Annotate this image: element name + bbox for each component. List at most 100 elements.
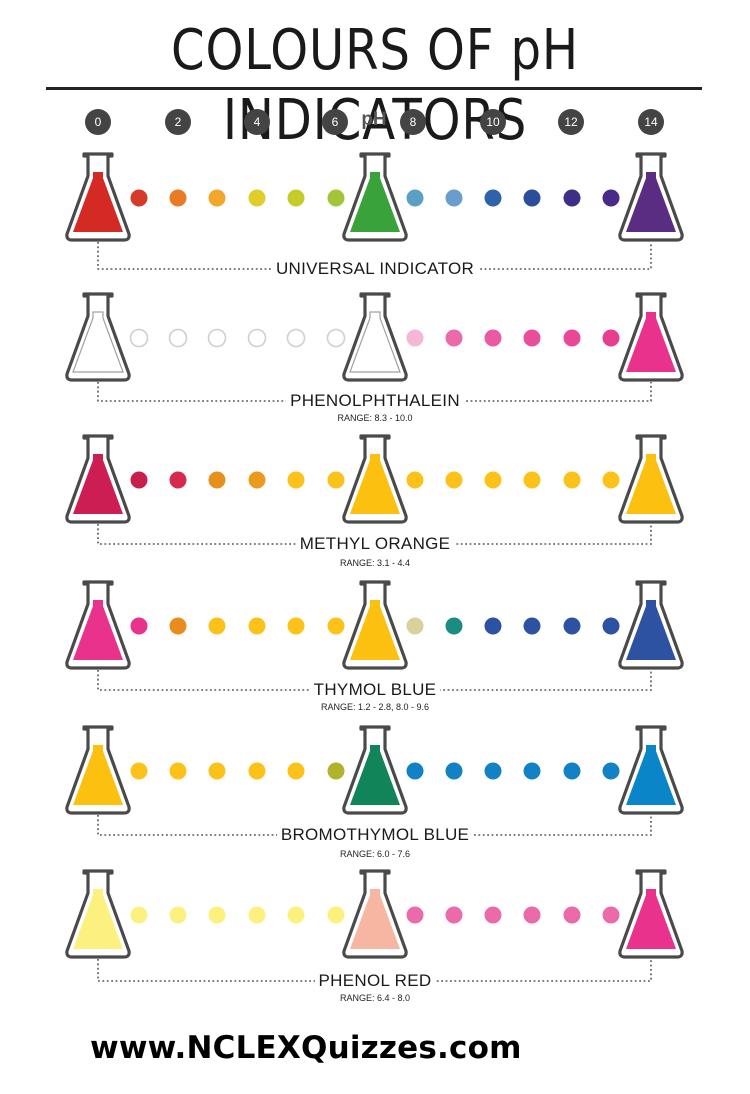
color-dot-thymol-blue-10 — [523, 617, 541, 635]
color-dot-universal-indicator-1 — [130, 189, 148, 207]
color-dot-thymol-blue-4 — [248, 617, 266, 635]
color-dot-methyl-orange-4 — [248, 471, 266, 489]
indicator-range-phenolphthalein: RANGE: 8.3 - 10.0 — [337, 413, 413, 423]
color-dot-phenolphthalein-10 — [523, 329, 541, 347]
color-dot-bromothymol-blue-3 — [208, 762, 226, 780]
color-dot-phenol-red-8 — [445, 906, 463, 924]
ph-tick-4: 4 — [244, 109, 270, 135]
color-dot-bromothymol-blue-8 — [445, 762, 463, 780]
flask-base-phenol-red — [618, 869, 684, 959]
color-dot-universal-indicator-4 — [248, 189, 266, 207]
color-dot-bromothymol-blue-5 — [287, 762, 305, 780]
flask-acid-methyl-orange — [65, 434, 131, 524]
color-dot-methyl-orange-5 — [287, 471, 305, 489]
color-dot-bromothymol-blue-4 — [248, 762, 266, 780]
color-dot-methyl-orange-3 — [208, 471, 226, 489]
footer-website: www.NCLEXQuizzes.com — [90, 1030, 522, 1066]
color-dot-bromothymol-blue-6 — [327, 762, 345, 780]
color-dot-universal-indicator-2 — [169, 189, 187, 207]
ph-tick-2: 2 — [165, 109, 191, 135]
color-dot-universal-indicator-10 — [523, 189, 541, 207]
indicator-name-phenol-red: PHENOL RED — [175, 971, 575, 991]
color-dot-thymol-blue-11 — [563, 617, 581, 635]
indicator-range-phenol-red: RANGE: 6.4 - 8.0 — [339, 993, 411, 1003]
indicator-range-methyl-orange: RANGE: 3.1 - 4.4 — [339, 558, 411, 568]
flask-acid-thymol-blue — [65, 580, 131, 670]
color-dot-methyl-orange-8 — [445, 471, 463, 489]
color-dot-phenolphthalein-1 — [129, 328, 149, 348]
color-dot-phenolphthalein-3 — [207, 328, 227, 348]
flask-neutral-universal-indicator — [342, 152, 408, 242]
indicator-range-thymol-blue: RANGE: 1.2 - 2.8, 8.0 - 9.6 — [320, 702, 430, 712]
ph-tick-0: 0 — [85, 109, 111, 135]
color-dot-thymol-blue-8 — [445, 617, 463, 635]
color-dot-methyl-orange-7 — [406, 471, 424, 489]
color-dot-universal-indicator-12 — [602, 189, 620, 207]
color-dot-thymol-blue-9 — [484, 617, 502, 635]
color-dot-thymol-blue-1 — [130, 617, 148, 635]
color-dot-bromothymol-blue-9 — [484, 762, 502, 780]
flask-neutral-bromothymol-blue — [342, 725, 408, 815]
flask-acid-phenolphthalein — [65, 292, 131, 382]
color-dot-methyl-orange-1 — [130, 471, 148, 489]
color-dot-universal-indicator-7 — [406, 189, 424, 207]
color-dot-phenolphthalein-7 — [406, 329, 424, 347]
color-dot-bromothymol-blue-10 — [523, 762, 541, 780]
flask-base-phenolphthalein — [618, 292, 684, 382]
flask-acid-phenol-red — [65, 869, 131, 959]
color-dot-universal-indicator-3 — [208, 189, 226, 207]
indicator-name-universal: UNIVERSAL INDICATOR — [175, 259, 575, 279]
color-dot-bromothymol-blue-2 — [169, 762, 187, 780]
color-dot-phenol-red-11 — [563, 906, 581, 924]
color-dot-methyl-orange-10 — [523, 471, 541, 489]
indicator-name-thymol-blue: THYMOL BLUE — [175, 680, 575, 700]
connector-universal-indicator — [97, 242, 652, 270]
color-dot-methyl-orange-2 — [169, 471, 187, 489]
color-dot-phenol-red-10 — [523, 906, 541, 924]
color-dot-bromothymol-blue-7 — [406, 762, 424, 780]
color-dot-phenol-red-3 — [208, 906, 226, 924]
color-dot-phenolphthalein-8 — [445, 329, 463, 347]
color-dot-bromothymol-blue-1 — [130, 762, 148, 780]
color-dot-phenolphthalein-2 — [168, 328, 188, 348]
color-dot-universal-indicator-9 — [484, 189, 502, 207]
ph-label: pH — [361, 109, 387, 130]
color-dot-thymol-blue-3 — [208, 617, 226, 635]
color-dot-methyl-orange-12 — [602, 471, 620, 489]
color-dot-phenol-red-5 — [287, 906, 305, 924]
color-dot-thymol-blue-5 — [287, 617, 305, 635]
page-title: COLOURS OF pH INDICATORS — [170, 18, 580, 153]
color-dot-phenolphthalein-12 — [602, 329, 620, 347]
color-dot-thymol-blue-12 — [602, 617, 620, 635]
indicator-range-bromothymol-blue: RANGE: 6.0 - 7.6 — [339, 849, 411, 859]
color-dot-phenolphthalein-4 — [247, 328, 267, 348]
flask-neutral-phenol-red — [342, 869, 408, 959]
indicator-name-methyl-orange: METHYL ORANGE — [175, 534, 575, 554]
flask-acid-universal-indicator — [65, 152, 131, 242]
color-dot-phenol-red-6 — [327, 906, 345, 924]
color-dot-phenolphthalein-9 — [484, 329, 502, 347]
color-dot-bromothymol-blue-11 — [563, 762, 581, 780]
title-rule — [46, 87, 702, 90]
color-dot-universal-indicator-5 — [287, 189, 305, 207]
color-dot-phenol-red-12 — [602, 906, 620, 924]
flask-neutral-thymol-blue — [342, 580, 408, 670]
color-dot-phenolphthalein-5 — [286, 328, 306, 348]
connector-phenol-red — [97, 959, 652, 982]
color-dot-phenol-red-7 — [406, 906, 424, 924]
color-dot-phenol-red-4 — [248, 906, 266, 924]
indicator-name-phenolphthalein: PHENOLPHTHALEIN — [175, 391, 575, 411]
flask-base-universal-indicator — [618, 152, 684, 242]
color-dot-phenol-red-2 — [169, 906, 187, 924]
flask-base-thymol-blue — [618, 580, 684, 670]
color-dot-phenol-red-9 — [484, 906, 502, 924]
indicator-name-bromothymol-blue: BROMOTHYMOL BLUE — [175, 825, 575, 845]
ph-tick-8: 8 — [400, 109, 426, 135]
flask-neutral-phenolphthalein — [342, 292, 408, 382]
ph-tick-6: 6 — [322, 109, 348, 135]
color-dot-thymol-blue-7 — [406, 617, 424, 635]
flask-neutral-methyl-orange — [342, 434, 408, 524]
color-dot-phenol-red-1 — [130, 906, 148, 924]
color-dot-bromothymol-blue-12 — [602, 762, 620, 780]
